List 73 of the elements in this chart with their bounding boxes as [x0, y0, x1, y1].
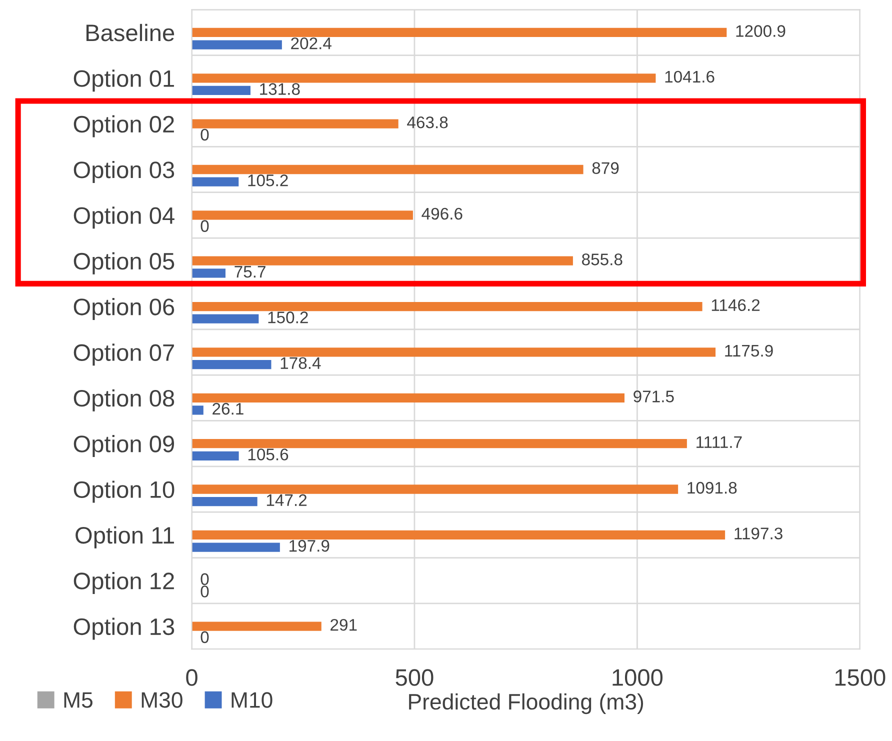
data-label: 1041.6: [665, 70, 714, 83]
bar: [192, 348, 716, 357]
x-tick-label: 1500: [835, 669, 886, 686]
y-tick-label: Option 03: [74, 160, 174, 183]
data-label: 197.9: [290, 540, 330, 552]
x-tick-label: 0: [186, 669, 198, 686]
x-tick-label: 500: [396, 669, 434, 686]
bar: [192, 622, 322, 631]
bar: [192, 542, 280, 552]
bar: [192, 497, 258, 506]
y-tick-label: Option 05: [74, 252, 174, 274]
bar: [192, 314, 259, 324]
bar: [192, 40, 282, 50]
bar: [192, 74, 656, 83]
data-label: 131.8: [260, 83, 300, 95]
bar: [192, 177, 239, 186]
bar: [192, 530, 726, 540]
bar: [192, 119, 398, 128]
y-tick-label: Option 09: [74, 435, 174, 458]
data-label: 0: [200, 586, 209, 598]
y-tick-label: Option 13: [74, 618, 174, 640]
data-label: 75.7: [234, 266, 266, 278]
data-label: 1175.9: [725, 344, 773, 357]
y-tick-label: Option 10: [74, 480, 174, 503]
data-label: 879: [592, 162, 619, 174]
bar: [192, 256, 573, 266]
bar: [192, 439, 687, 448]
x-tick-label: 1000: [612, 669, 663, 686]
bar: [192, 28, 727, 38]
data-label: 1111.7: [696, 436, 742, 448]
bar: [192, 484, 678, 494]
data-label: 1091.8: [688, 482, 737, 494]
data-label: 0: [200, 128, 209, 141]
data-label: 150.2: [268, 312, 308, 324]
y-tick-label: Option 12: [74, 572, 174, 594]
data-label: 147.2: [266, 494, 307, 506]
y-tick-label: Option 11: [76, 526, 174, 548]
data-label: 105.2: [248, 174, 288, 186]
data-label: 971.5: [634, 390, 674, 402]
data-label: 291: [330, 618, 357, 631]
bar: [192, 164, 584, 174]
data-label: 855.8: [582, 254, 622, 266]
y-tick-label: Option 08: [74, 389, 174, 412]
y-tick-label: Baseline: [86, 24, 174, 42]
bar: [192, 451, 239, 460]
data-label: 178.4: [280, 357, 321, 370]
bar: [192, 210, 413, 220]
data-label: 0: [200, 220, 209, 232]
y-tick-label: Option 04: [74, 206, 174, 229]
bar: [192, 393, 624, 402]
bar: [192, 406, 204, 415]
data-label: 0: [200, 573, 209, 586]
bar: [192, 268, 226, 278]
data-label: 496.6: [422, 208, 462, 220]
bar: [192, 360, 272, 370]
data-label: 26.1: [212, 402, 244, 415]
y-tick-label: Option 01: [74, 70, 174, 92]
y-tick-label: Option 06: [74, 298, 174, 320]
y-tick-label: Option 02: [74, 115, 174, 138]
data-label: 1146.2: [712, 299, 760, 312]
legend-label: M5: [64, 692, 92, 708]
data-label: 105.6: [248, 448, 288, 460]
data-label: 0: [200, 631, 209, 644]
data-label: 1197.3: [734, 528, 782, 540]
data-label: 202.4: [291, 37, 332, 50]
bar: [192, 302, 702, 312]
legend-label: M30: [142, 692, 182, 708]
bar: [192, 86, 250, 96]
data-label: 463.8: [407, 116, 448, 128]
data-label: 1200.9: [736, 25, 786, 37]
legend-label: M10: [232, 692, 272, 708]
y-tick-label: Option 07: [74, 344, 174, 366]
x-axis-title: Predicted Flooding (m3): [409, 693, 644, 714]
